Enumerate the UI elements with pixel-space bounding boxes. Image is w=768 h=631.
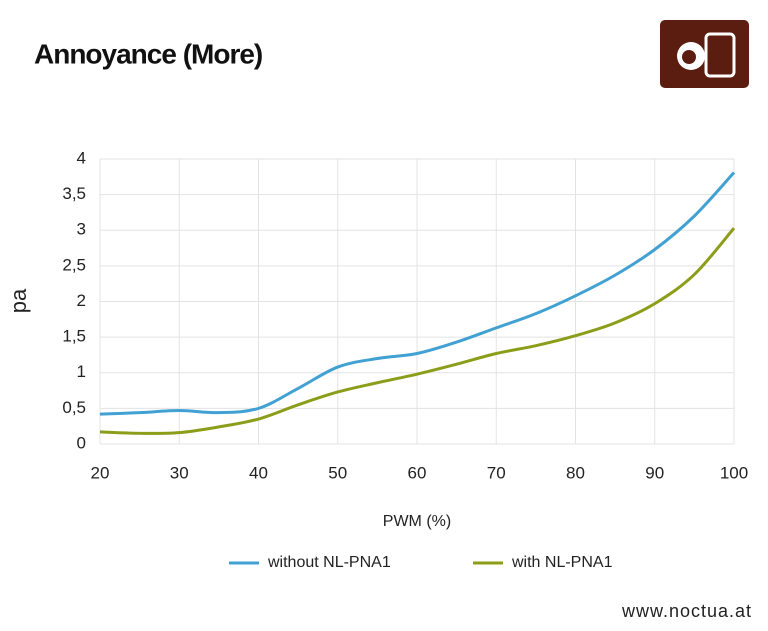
y-tick-label: 0,5	[62, 398, 86, 417]
logo-pupil	[682, 50, 696, 64]
y-tick-label: 4	[77, 148, 86, 167]
logo-page	[704, 32, 736, 78]
line-series	[99, 227, 736, 435]
y-tick-label: 3	[77, 220, 86, 239]
x-tick-label: 80	[566, 463, 585, 482]
chart-title: Annoyance (More)	[34, 38, 262, 69]
y-tick-label: 1,5	[62, 327, 86, 346]
x-tick-label: 90	[645, 463, 664, 482]
x-tick-label: 20	[91, 463, 110, 482]
x-tick-label: 100	[720, 463, 748, 482]
y-axis-label: pa	[6, 288, 31, 313]
x-tick-label: 50	[328, 463, 347, 482]
x-axis-label: PWM (%)	[383, 513, 451, 530]
legend-label: without NL-PNA1	[267, 554, 391, 571]
x-tick-label: 30	[170, 463, 189, 482]
x-tick-label: 40	[249, 463, 268, 482]
footer: www.noctua.at	[621, 601, 752, 621]
x-tick-label: 60	[408, 463, 427, 482]
y-tick-label: 3,5	[62, 184, 86, 203]
x-tick-label: 70	[487, 463, 506, 482]
logo	[660, 20, 749, 88]
y-tick-label: 0	[77, 433, 86, 452]
y-tick-label: 1	[77, 362, 86, 381]
line-series	[99, 171, 736, 416]
y-tick-label: 2,5	[62, 255, 86, 274]
legend-label: with NL-PNA1	[511, 554, 613, 571]
y-tick-label: 2	[77, 291, 86, 310]
